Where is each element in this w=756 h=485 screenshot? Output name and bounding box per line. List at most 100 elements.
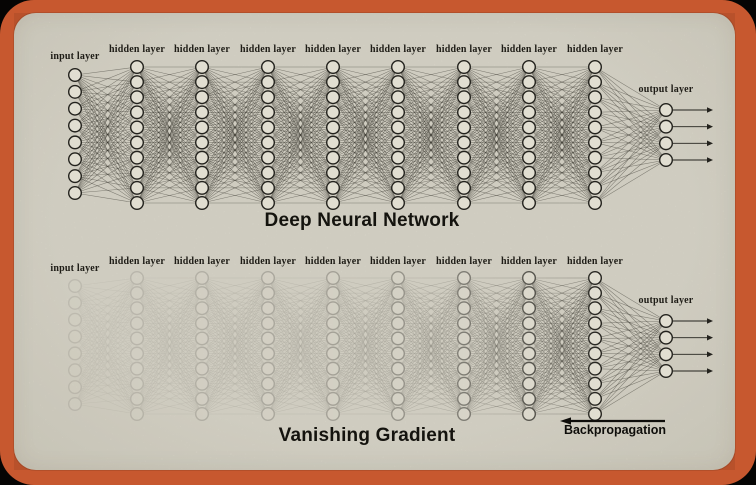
deep-neural-network: input layer hidden layer hidden layer hidde… (50, 44, 713, 210)
neuron-node (326, 301, 341, 316)
neuron-node (261, 407, 276, 422)
layer-label-input: input layer (50, 51, 100, 62)
neuron-node (457, 150, 472, 165)
layer-nodes-hidden (194, 271, 209, 422)
edge-bundle (463, 66, 530, 204)
neuron-node (457, 180, 472, 195)
layer-label-hidden: hidden layer (436, 44, 492, 55)
neuron-node (326, 135, 341, 150)
neuron-node (659, 136, 674, 151)
neuron-node (522, 75, 537, 90)
neuron-node (457, 60, 472, 75)
neuron-node (261, 150, 276, 165)
neuron-node (129, 301, 144, 316)
neuron-node (659, 347, 674, 362)
edge-bundle (267, 66, 334, 204)
neuron-node (588, 165, 603, 180)
neuron-node (194, 316, 209, 331)
neuron-node (391, 195, 406, 210)
neuron-node (67, 380, 82, 395)
neuron-node (457, 376, 472, 391)
neuron-node (391, 75, 406, 90)
neuron-node (129, 195, 144, 210)
layer-label-hidden: hidden layer (109, 256, 165, 267)
neuron-node (261, 120, 276, 135)
layer-label-hidden: hidden layer (109, 44, 165, 55)
arrowhead-right-icon (707, 123, 713, 130)
neuron-node (457, 301, 472, 316)
neuron-node (391, 331, 406, 346)
neuron-node (391, 135, 406, 150)
neuron-node (522, 135, 537, 150)
neuron-node (522, 376, 537, 391)
layer-label-hidden: hidden layer (567, 44, 623, 55)
neuron-node (588, 195, 603, 210)
neuron-node (129, 135, 144, 150)
layer-nodes-hidden (588, 60, 603, 210)
neuron-node (457, 316, 472, 331)
neuron-node (67, 152, 82, 167)
arrowhead-right-icon (707, 368, 713, 374)
neuron-node (326, 165, 341, 180)
neuron-node (129, 165, 144, 180)
neuron-node (588, 90, 603, 105)
neuron-node (326, 316, 341, 331)
neuron-node (391, 407, 406, 422)
neuron-node (522, 180, 537, 195)
neuron-node (522, 150, 537, 165)
neuron-node (261, 301, 276, 316)
neuron-node (194, 165, 209, 180)
neuron-node (522, 90, 537, 105)
neuron-node (588, 391, 603, 406)
neuron-node (522, 301, 537, 316)
neuron-node (129, 180, 144, 195)
neuron-node (261, 391, 276, 406)
backpropagation-arrow: Backpropagation (560, 417, 666, 437)
paper-texture (14, 13, 735, 470)
neuron-node (326, 376, 341, 391)
neuron-node (261, 60, 276, 75)
neuron-node (129, 391, 144, 406)
neuron-node (391, 391, 406, 406)
layer-label-hidden: hidden layer (240, 256, 296, 267)
neuron-node (194, 376, 209, 391)
layer-label-hidden: hidden layer (305, 256, 361, 267)
neuron-node (261, 90, 276, 105)
layer-nodes-hidden (457, 271, 472, 422)
layer-nodes-hidden (326, 271, 341, 422)
neuron-node (391, 271, 406, 286)
neuron-node (391, 180, 406, 195)
layer-nodes-hidden (194, 60, 209, 210)
neuron-node (194, 301, 209, 316)
neuron-node (67, 363, 82, 378)
neuron-node (588, 301, 603, 316)
neuron-node (67, 118, 82, 133)
layer-nodes-hidden (129, 271, 144, 422)
neuron-node (588, 361, 603, 376)
arrowhead-right-icon (707, 157, 713, 163)
edge-bundle (201, 66, 269, 204)
neuron-node (522, 331, 537, 346)
layer-label-hidden: hidden layer (567, 256, 623, 267)
neuron-node (129, 120, 144, 135)
neuron-node (194, 150, 209, 165)
neuron-node (129, 105, 144, 120)
neuron-node (129, 75, 144, 90)
neuron-node (391, 165, 406, 180)
neuron-node (129, 376, 144, 391)
neuron-node (194, 75, 209, 90)
neuron-node (326, 391, 341, 406)
edge-bundle (136, 66, 203, 204)
layer-nodes-output (659, 102, 674, 167)
layer-nodes-hidden (457, 60, 472, 210)
neuron-node (194, 180, 209, 195)
neuron-node (588, 105, 603, 120)
layer-label-hidden: hidden layer (501, 44, 557, 55)
neuron-node (326, 361, 341, 376)
neuron-node (261, 286, 276, 301)
edge-bundle (594, 66, 667, 204)
edge-bundle (267, 277, 334, 415)
neuron-node (129, 271, 144, 286)
